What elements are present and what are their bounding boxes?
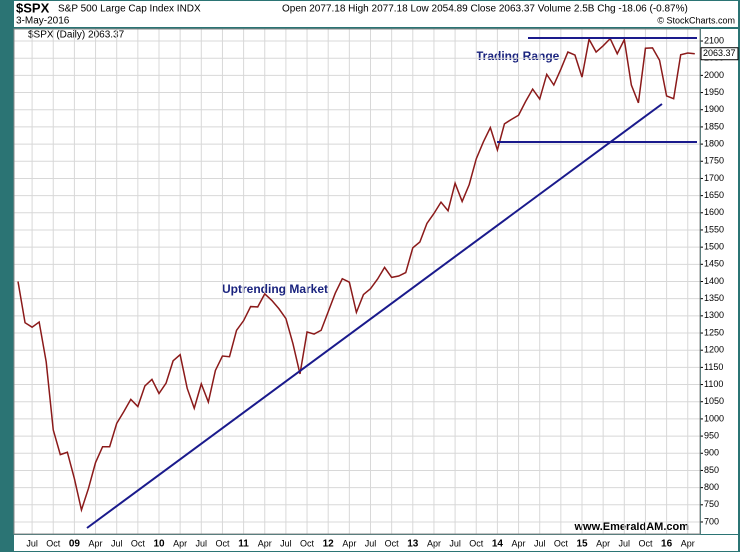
price-line xyxy=(17,37,695,513)
y-tick-label: 700 xyxy=(704,516,719,526)
y-tick-label: 900 xyxy=(704,448,719,458)
x-tick-label: Apr xyxy=(342,538,356,548)
y-tick-label: 2000 xyxy=(704,70,724,80)
y-tick-label: 2100 xyxy=(704,35,724,45)
plot-border xyxy=(13,28,701,535)
x-tick-label: Apr xyxy=(427,538,441,548)
axis-bg xyxy=(701,29,738,534)
x-axis-bg xyxy=(14,535,738,551)
x-tick-label: Jul xyxy=(280,538,292,548)
y-tick-label: 1250 xyxy=(704,327,724,337)
annotation: Trading Range xyxy=(476,49,560,63)
x-tick-label: Jul xyxy=(196,538,208,548)
y-tick-label: 1150 xyxy=(704,362,723,372)
y-tick-label: 950 xyxy=(704,430,719,440)
chart-title: S&P 500 Large Cap Index INDX xyxy=(58,4,201,15)
y-tick-label: 1650 xyxy=(704,190,724,200)
x-tick-label: Jul xyxy=(26,538,38,548)
x-tick-label: 09 xyxy=(69,539,81,550)
x-tick-label: Oct xyxy=(300,538,315,548)
x-tick-label: Jul xyxy=(619,538,631,548)
x-tick-label: Oct xyxy=(46,538,61,548)
x-tick-label: Apr xyxy=(258,538,272,548)
x-tick-label: Jul xyxy=(449,538,461,548)
y-tick-label: 1750 xyxy=(704,156,724,166)
last-value-box xyxy=(700,47,739,61)
y-tick-label: 1050 xyxy=(704,396,724,406)
y-tick-label: 1100 xyxy=(704,379,723,389)
x-tick-label: Apr xyxy=(512,538,526,548)
y-tick-label: 1700 xyxy=(704,173,724,183)
x-tick-label: Oct xyxy=(469,538,484,548)
y-tick-label: 1350 xyxy=(704,293,724,303)
x-tick-label: 12 xyxy=(323,539,335,550)
y-tick-label: 1300 xyxy=(704,310,724,320)
x-tick-label: Jul xyxy=(365,538,377,548)
y-tick-label: 750 xyxy=(704,499,719,509)
header-bg xyxy=(14,1,738,27)
y-tick-label: 1600 xyxy=(704,207,724,217)
y-tick-label: 1850 xyxy=(704,121,724,131)
symbol: $SPX xyxy=(16,0,50,15)
quote: Open 2077.18 High 2077.18 Low 2054.89 Cl… xyxy=(282,4,688,15)
y-tick-label: 800 xyxy=(704,482,719,492)
y-tick-label: 1450 xyxy=(704,259,724,269)
credit: © StockCharts.com xyxy=(657,15,735,25)
x-tick-label: Jul xyxy=(111,538,123,548)
y-tick-label: 1500 xyxy=(704,242,724,252)
y-tick-label: 1800 xyxy=(704,138,724,148)
x-tick-label: Jul xyxy=(534,538,546,548)
trend-line xyxy=(86,103,663,529)
x-tick-label: Oct xyxy=(385,538,400,548)
x-tick-label: 14 xyxy=(492,539,504,550)
last-value-label: 2063.37 xyxy=(703,48,736,58)
y-tick-label: 1950 xyxy=(704,87,724,97)
y-tick-label: 1200 xyxy=(704,345,724,355)
x-tick-label: 16 xyxy=(661,539,673,550)
x-tick-label: Apr xyxy=(681,538,695,548)
x-tick-label: 13 xyxy=(407,539,419,550)
y-tick-label: 1400 xyxy=(704,276,724,286)
y-tick-label: 850 xyxy=(704,465,719,475)
x-tick-label: Oct xyxy=(554,538,569,548)
x-tick-label: 15 xyxy=(576,539,588,550)
x-tick-label: 10 xyxy=(153,539,165,550)
annotation: Uptrending Market xyxy=(222,282,328,296)
date: 3-May-2016 xyxy=(16,16,70,27)
y-tick-label: 1000 xyxy=(704,413,724,423)
x-tick-label: Apr xyxy=(596,538,610,548)
plot xyxy=(14,29,700,534)
y-tick-label: 1900 xyxy=(704,104,724,114)
watermark: www.EmeraldAM.com xyxy=(573,521,689,533)
legend: $SPX (Daily) 2063.37 xyxy=(28,30,125,41)
x-tick-label: Apr xyxy=(173,538,187,548)
x-tick-label: Oct xyxy=(215,538,230,548)
x-tick-label: Apr xyxy=(89,538,103,548)
y-tick-label: 1550 xyxy=(704,224,724,234)
x-tick-label: 11 xyxy=(238,539,249,550)
x-tick-label: Oct xyxy=(638,538,653,548)
x-tick-label: Oct xyxy=(131,538,146,548)
